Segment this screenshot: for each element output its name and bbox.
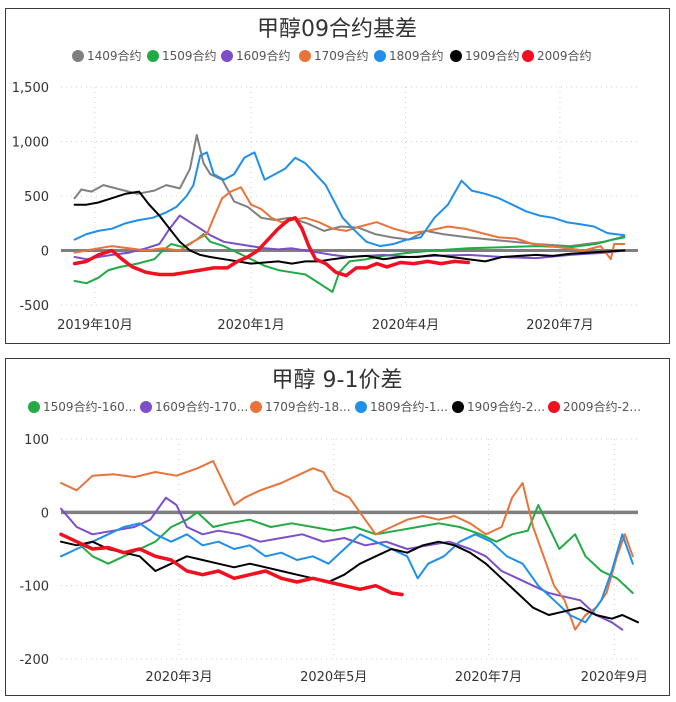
legend-marker [147,50,159,62]
basis-chart-panel: 甲醇09合约基差 1409合约 1509合约 1609合约 1709合约 1809合约 19… [5,8,670,344]
chart-title: 甲醇 9-1价差 [272,368,403,393]
legend-item[interactable]: 2009合约 [522,48,592,63]
legend-item[interactable]: 1909合约-2... [452,399,545,414]
legend-item[interactable]: 1509合约-160... [28,399,136,414]
x-tick-label: 2020年1月 [217,318,284,333]
series-line[interactable] [60,522,634,624]
legend-label: 1409合约 [87,48,142,63]
y-tick-label: 0 [41,245,49,260]
legend-item[interactable]: 1509合约 [147,48,217,63]
series-line[interactable] [73,233,626,293]
y-tick-label: -200 [19,653,49,668]
series-line[interactable] [73,186,626,261]
legend-item[interactable]: 1409合约 [72,48,142,63]
legend-marker [250,401,262,413]
legend-label: 1809合约-1... [370,399,448,414]
legend-marker [72,50,84,62]
y-tick-label: 1,500 [12,81,49,96]
legend-marker [355,401,367,413]
legend-item[interactable]: 1709合约-18... [250,399,351,414]
chart-title: 甲醇09合约基差 [257,17,417,42]
legend-label: 1809合约 [389,48,444,63]
legend-label: 1709合约 [314,48,369,63]
series-line[interactable] [73,214,626,261]
legend-label: 1509合约 [162,48,217,63]
series-line[interactable] [59,532,404,597]
legend-label: 1909合约 [465,48,520,63]
series-line[interactable] [73,134,626,248]
legend-item[interactable]: 1609合约-170... [140,399,248,414]
legend-marker [221,50,233,62]
series-line[interactable] [73,190,626,265]
legend-marker [450,50,462,62]
x-tick-label: 2020年9月 [581,670,648,685]
legend-marker [28,401,40,413]
legend-label: 1709合约-18... [265,399,351,414]
x-tick-label: 2020年7月 [526,318,593,333]
y-tick-label: 100 [24,433,49,448]
x-tick-label: 2019年10月 [57,318,133,333]
legend-marker [374,50,386,62]
legend-label: 2009合约-2... [563,399,641,414]
y-tick-label: 1,000 [12,136,49,151]
legend-item[interactable]: 1709合约 [299,48,369,63]
series-line[interactable] [72,216,471,278]
x-tick-label: 2020年4月 [372,318,439,333]
spread-chart: 甲醇 9-1价差 1509合约-160... 1609合约-170... 1709合约… [19,368,648,685]
legend-label: 1509合约-160... [43,399,136,414]
series-line[interactable] [60,540,639,624]
y-tick-label: -500 [19,299,49,314]
legend-item[interactable]: 1809合约 [374,48,444,63]
legend-label: 2009合约 [537,48,592,63]
legend-item[interactable]: 1909合约 [450,48,520,63]
legend-item[interactable]: 2009合约-2... [548,399,641,414]
x-tick-label: 2020年3月 [145,670,212,685]
series-line[interactable] [73,151,626,248]
spread-chart-panel: 甲醇 9-1价差 1509合约-160... 1609合约-170... 1709合约… [5,358,670,696]
y-tick-label: 500 [24,190,49,205]
legend-marker [548,401,560,413]
series-line[interactable] [60,460,634,631]
legend-marker [140,401,152,413]
legend-marker [299,50,311,62]
x-tick-label: 2020年5月 [300,670,367,685]
legend-label: 1609合约 [236,48,291,63]
basis-chart: 甲醇09合约基差 1409合约 1509合约 1609合约 1709合约 1809合约 19… [12,17,638,333]
series-line[interactable] [60,504,634,594]
legend-label: 1909合约-2... [467,399,545,414]
x-tick-label: 2020年7月 [455,670,522,685]
legend-marker [522,50,534,62]
legend-item[interactable]: 1809合约-1... [355,399,448,414]
y-tick-label: -100 [19,580,49,595]
legend-marker [452,401,464,413]
y-tick-label: 0 [41,506,49,521]
legend-label: 1609合约-170... [155,399,248,414]
legend-item[interactable]: 1609合约 [221,48,291,63]
